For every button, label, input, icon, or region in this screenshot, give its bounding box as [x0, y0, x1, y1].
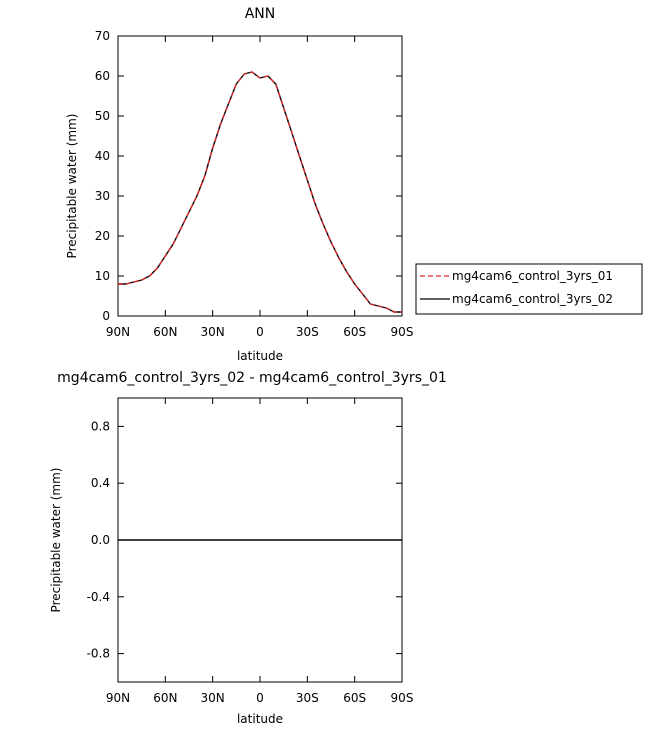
- x-tick-label: 60S: [343, 325, 366, 339]
- y-tick-label: 10: [95, 269, 110, 283]
- x-tick-label: 60N: [153, 325, 177, 339]
- series-line-2: [118, 71, 402, 313]
- x-tick-label: 90S: [391, 691, 414, 705]
- x-tick-label: 90N: [106, 691, 130, 705]
- y-tick-label: 20: [95, 229, 110, 243]
- legend-box: [415, 263, 643, 315]
- series-line-1: [118, 71, 402, 313]
- top-x-axis-label: latitude: [237, 349, 283, 363]
- bottom-y-ticks: -0.8 -0.4 0.0 0.4 0.8: [87, 419, 402, 661]
- x-tick-label: 30N: [201, 325, 225, 339]
- y-tick-label: 60: [95, 69, 110, 83]
- y-tick-label: 50: [95, 109, 110, 123]
- x-tick-label: 30S: [296, 691, 319, 705]
- bottom-chart: mg4cam6_control_3yrs_02 - mg4cam6_contro…: [49, 370, 447, 726]
- legend-label-series-1: mg4cam6_control_3yrs_01: [452, 269, 613, 283]
- legend-label-series-2: mg4cam6_control_3yrs_02: [452, 292, 613, 306]
- x-tick-label: 0: [256, 325, 264, 339]
- bottom-x-ticks: 90N 60N 30N 0 30S 60S 90S: [106, 398, 414, 705]
- y-tick-label: -0.8: [87, 647, 110, 661]
- bottom-x-axis-label: latitude: [237, 712, 283, 726]
- x-tick-label: 30N: [201, 691, 225, 705]
- y-tick-label: 0.8: [91, 419, 110, 433]
- top-chart-title: ANN: [245, 6, 276, 22]
- bottom-chart-title: mg4cam6_control_3yrs_02 - mg4cam6_contro…: [57, 370, 447, 386]
- y-tick-label: 0.0: [91, 533, 110, 547]
- x-tick-label: 60S: [343, 691, 366, 705]
- top-series-lines: [118, 71, 402, 313]
- y-tick-label: 40: [95, 149, 110, 163]
- y-tick-label: 30: [95, 189, 110, 203]
- x-tick-label: 30S: [296, 325, 319, 339]
- top-y-ticks: 0 10 20 30 40 50 60 70: [95, 29, 402, 323]
- y-tick-label: 0: [102, 309, 110, 323]
- top-y-axis-label: Precipitable water (mm): [65, 114, 79, 259]
- legend: mg4cam6_control_3yrs_01 mg4cam6_control_…: [415, 263, 643, 315]
- bottom-y-axis-label: Precipitable water (mm): [49, 468, 63, 613]
- x-tick-label: 0: [256, 691, 264, 705]
- x-tick-label: 90S: [391, 325, 414, 339]
- y-tick-label: 0.4: [91, 476, 110, 490]
- x-tick-label: 60N: [153, 691, 177, 705]
- y-tick-label: 70: [95, 29, 110, 43]
- top-x-ticks: 90N 60N 30N 0 30S 60S 90S: [106, 36, 414, 339]
- x-tick-label: 90N: [106, 325, 130, 339]
- y-tick-label: -0.4: [87, 590, 110, 604]
